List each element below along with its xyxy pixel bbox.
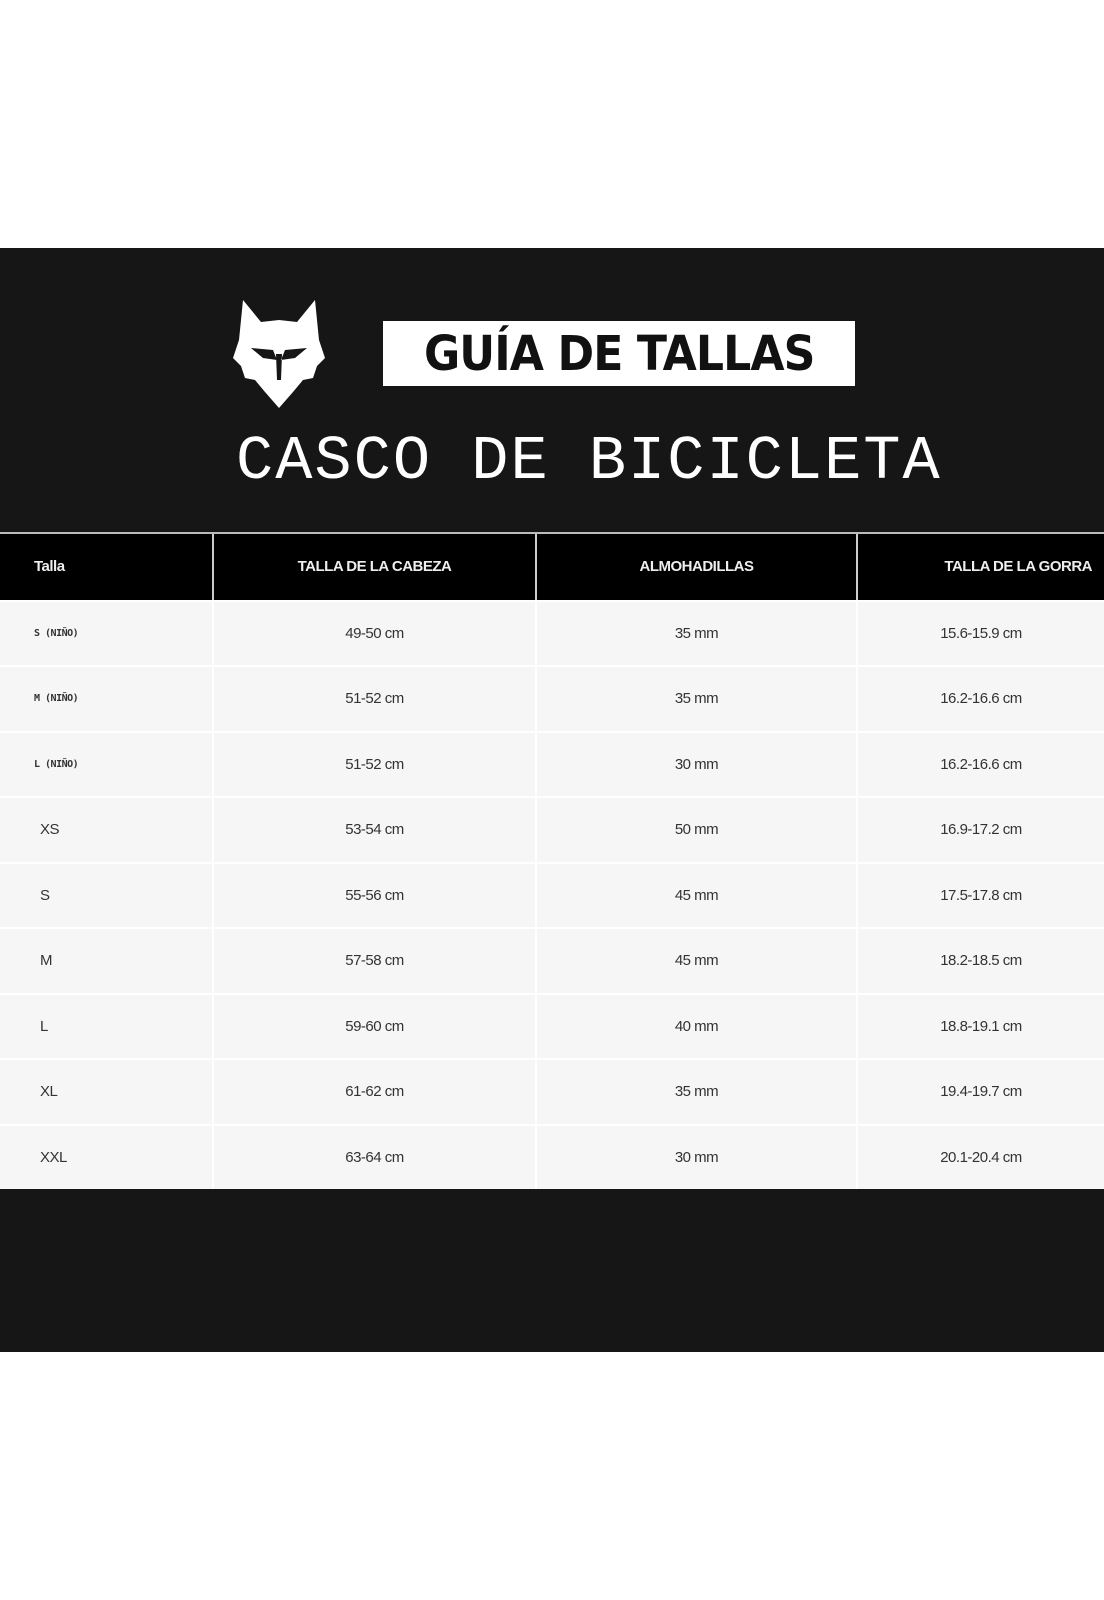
head-size-cell: 57-58 cm bbox=[212, 927, 535, 993]
header-talla-gorra: TALLA DE LA GORRA bbox=[856, 534, 1104, 600]
padding-cell: 35 mm bbox=[535, 1058, 856, 1124]
head-size-cell: 49-50 cm bbox=[212, 599, 535, 665]
table-row: XS 53-54 cm 50 mm 16.9-17.2 cm bbox=[0, 796, 1104, 862]
table-row: S 55-56 cm 45 mm 17.5-17.8 cm bbox=[0, 861, 1104, 927]
padding-cell: 30 mm bbox=[535, 730, 856, 796]
size-cell: XL bbox=[0, 1058, 212, 1124]
cap-size-cell: 17.5-17.8 cm bbox=[856, 861, 1104, 927]
cap-size-cell: 20.1-20.4 cm bbox=[856, 1123, 1104, 1189]
header-almohadillas: ALMOHADILLAS bbox=[535, 534, 856, 600]
cap-size-cell: 18.2-18.5 cm bbox=[856, 927, 1104, 993]
padding-cell: 40 mm bbox=[535, 992, 856, 1058]
fox-head-logo-icon bbox=[233, 300, 325, 408]
table-row: XXL 63-64 cm 30 mm 20.1-20.4 cm bbox=[0, 1123, 1104, 1189]
cap-size-cell: 15.6-15.9 cm bbox=[856, 599, 1104, 665]
table-header-row: Talla TALLA DE LA CABEZA ALMOHADILLAS TA… bbox=[0, 534, 1104, 600]
cap-size-cell: 18.8-19.1 cm bbox=[856, 992, 1104, 1058]
badge-title: GUÍA DE TALLAS bbox=[423, 325, 815, 382]
head-size-cell: 55-56 cm bbox=[212, 861, 535, 927]
size-cell: XXL bbox=[0, 1123, 212, 1189]
head-size-cell: 61-62 cm bbox=[212, 1058, 535, 1124]
padding-cell: 45 mm bbox=[535, 927, 856, 993]
header-talla-cabeza: TALLA DE LA CABEZA bbox=[212, 534, 535, 600]
cap-size-cell: 16.2-16.6 cm bbox=[856, 730, 1104, 796]
padding-cell: 35 mm bbox=[535, 599, 856, 665]
subtitle: CASCO DE BICICLETA bbox=[236, 426, 942, 497]
size-table: Talla TALLA DE LA CABEZA ALMOHADILLAS TA… bbox=[0, 532, 1104, 1189]
size-guide-badge: GUÍA DE TALLAS bbox=[383, 321, 855, 386]
size-cell: M (NIÑO) bbox=[0, 665, 212, 731]
padding-cell: 50 mm bbox=[535, 796, 856, 862]
padding-cell: 45 mm bbox=[535, 861, 856, 927]
size-cell: L bbox=[0, 992, 212, 1058]
cap-size-cell: 16.9-17.2 cm bbox=[856, 796, 1104, 862]
padding-cell: 35 mm bbox=[535, 665, 856, 731]
head-size-cell: 51-52 cm bbox=[212, 730, 535, 796]
size-cell: S (NIÑO) bbox=[0, 599, 212, 665]
size-guide-poster: GUÍA DE TALLAS CASCO DE BICICLETA Talla … bbox=[0, 248, 1104, 1352]
head-size-cell: 59-60 cm bbox=[212, 992, 535, 1058]
table-row: XL 61-62 cm 35 mm 19.4-19.7 cm bbox=[0, 1058, 1104, 1124]
cap-size-cell: 16.2-16.6 cm bbox=[856, 665, 1104, 731]
head-size-cell: 51-52 cm bbox=[212, 665, 535, 731]
header-talla: Talla bbox=[0, 534, 212, 600]
head-size-cell: 53-54 cm bbox=[212, 796, 535, 862]
padding-cell: 30 mm bbox=[535, 1123, 856, 1189]
cap-size-cell: 19.4-19.7 cm bbox=[856, 1058, 1104, 1124]
head-size-cell: 63-64 cm bbox=[212, 1123, 535, 1189]
table-row: L 59-60 cm 40 mm 18.8-19.1 cm bbox=[0, 992, 1104, 1058]
table-row: M 57-58 cm 45 mm 18.2-18.5 cm bbox=[0, 927, 1104, 993]
size-cell: L (NIÑO) bbox=[0, 730, 212, 796]
table-row: S (NIÑO) 49-50 cm 35 mm 15.6-15.9 cm bbox=[0, 599, 1104, 665]
size-cell: S bbox=[0, 861, 212, 927]
table-row: L (NIÑO) 51-52 cm 30 mm 16.2-16.6 cm bbox=[0, 730, 1104, 796]
size-cell: XS bbox=[0, 796, 212, 862]
table-row: M (NIÑO) 51-52 cm 35 mm 16.2-16.6 cm bbox=[0, 665, 1104, 731]
size-cell: M bbox=[0, 927, 212, 993]
